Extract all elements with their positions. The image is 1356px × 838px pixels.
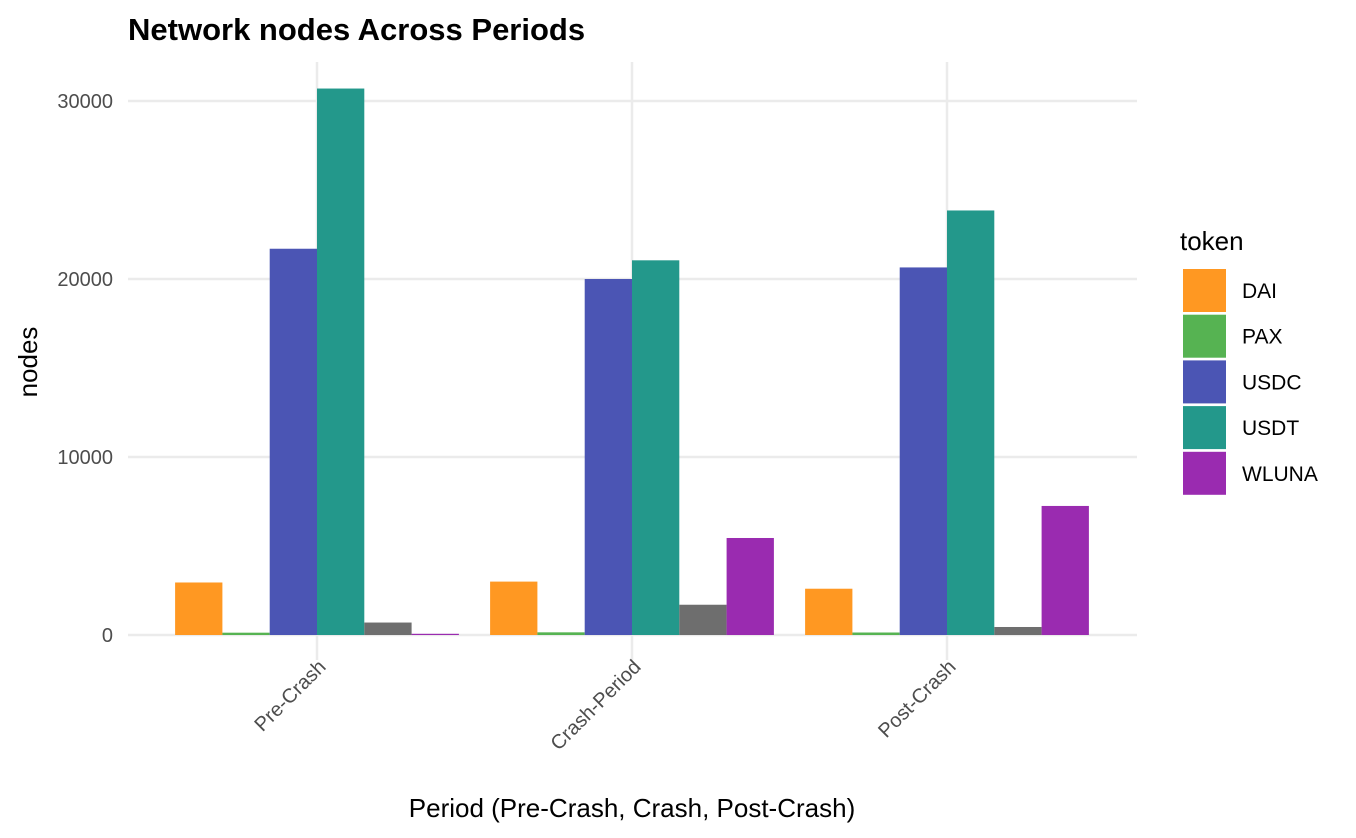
bar-unlabeled-crash-period [679,604,727,635]
bar-unlabeled-post-crash [994,626,1042,635]
legend-label-dai: DAI [1242,280,1277,303]
legend-swatch-wluna [1183,451,1226,495]
bar-usdc-crash-period [584,279,632,635]
y-tick-label: 10000 [57,447,113,469]
bar-pax-post-crash [852,632,900,635]
legend-items: DAI PAX USDC USDT WLUNA [1183,269,1318,495]
x-tick-label: Crash-Period [547,656,646,755]
bar-dai-post-crash [805,588,853,635]
legend-label-usdt: USDT [1242,417,1299,440]
x-tick-label: Pre-Crash [251,656,331,736]
chart-title: Network nodes Across Periods [128,12,585,47]
y-axis-title: nodes [13,327,43,398]
x-axis-title: Period (Pre-Crash, Crash, Post-Crash) [409,793,855,823]
bar-usdt-post-crash [947,210,995,635]
bar-wluna-post-crash [1041,505,1089,635]
bar-dai-crash-period [490,581,538,635]
axis-labels: 0 10000 20000 30000 Pre-Crash Crash-Period Pos… [57,91,960,755]
legend-label-pax: PAX [1242,326,1282,349]
legend-swatch-usdt [1183,406,1226,450]
bars [175,88,1089,636]
bar-wluna-crash-period [726,537,774,635]
y-tick-label: 20000 [57,269,113,291]
bar-usdc-post-crash [899,267,947,635]
legend-title: token [1180,226,1244,256]
bar-usdt-crash-period [632,260,680,635]
x-tick-label: Post-Crash [874,656,960,742]
bar-usdt-pre-crash [317,88,365,636]
legend-swatch-usdc [1183,360,1226,404]
y-tick-label: 30000 [57,91,113,113]
y-tick-label: 0 [102,625,113,647]
bar-usdc-pre-crash [269,248,317,636]
legend-label-usdc: USDC [1242,371,1302,394]
bar-unlabeled-pre-crash [364,622,412,635]
legend-swatch-dai [1183,269,1226,312]
bar-dai-pre-crash [175,582,223,635]
bar-wluna-pre-crash [411,633,459,635]
legend-swatch-pax [1183,314,1226,358]
legend-label-wluna: WLUNA [1242,463,1318,486]
bar-pax-pre-crash [222,632,270,635]
bar-pax-crash-period [537,632,585,635]
legend: token DAI PAX USDC USDT WLUNA [1180,226,1318,495]
